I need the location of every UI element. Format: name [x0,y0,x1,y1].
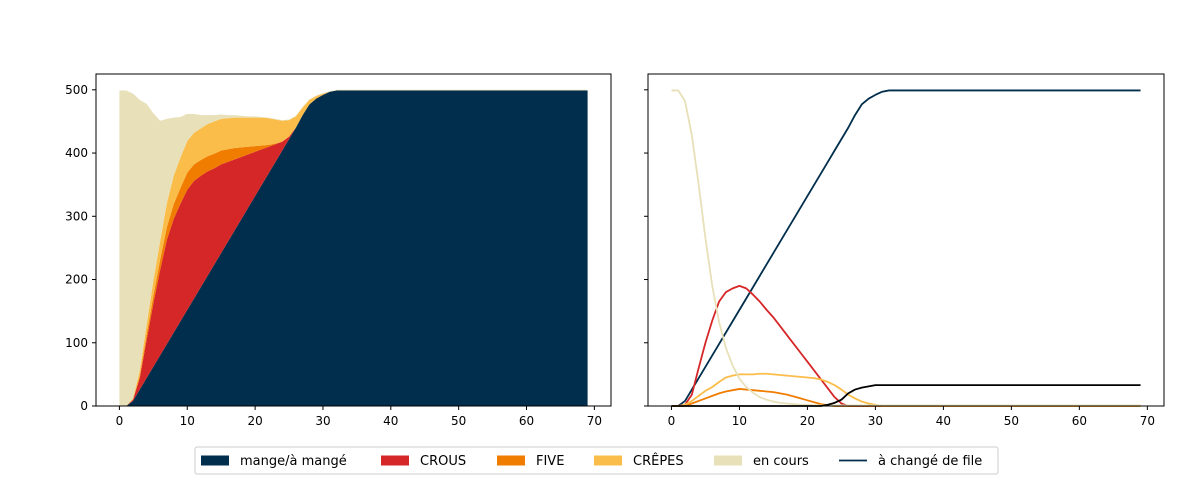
left-axes-frame [95,73,612,407]
legend-label: mange/à mangé [240,454,347,469]
left-y-tick-label: 0 [80,399,88,413]
legend-swatch [594,455,622,466]
legend-item-a-change-de-file: à changé de file [839,454,982,469]
left-x-tick-label: 60 [519,414,534,428]
left-area-crous [119,90,588,406]
legend-label: FIVE [536,454,564,469]
left-plot-area [119,89,588,406]
left-stacked-area-chart: 0 10 20 30 40 50 60 70 0 100 200 300 400 500 [65,73,612,428]
left-area-en-cours [119,89,588,406]
left-x-tick-label: 70 [587,414,602,428]
left-x-tick-label: 20 [247,414,262,428]
left-x-tick-label: 40 [383,414,398,428]
left-y-tick-label: 400 [65,146,88,160]
legend-label: CROUS [420,454,466,469]
left-y-tick-label: 300 [65,209,88,223]
right-x-tick-label: 50 [1004,414,1019,428]
legend-swatch [381,455,409,466]
right-line-en-cours [671,89,1141,407]
left-x-tick-label: 0 [116,414,124,428]
left-y-tick-label: 500 [65,83,88,97]
legend-label: en cours [753,454,809,469]
legend-label: à changé de file [878,454,982,469]
left-area-mange-a-mange [119,90,588,406]
right-line-chart: 0 10 20 30 40 50 60 70 [644,73,1165,428]
left-y-tick-label: 100 [65,336,88,350]
right-x-tick-label: 0 [668,414,676,428]
legend: mange/à mangé CROUS FIVE CRÊPES en cours à ch… [194,446,999,475]
legend-swatch [714,455,742,466]
left-x-tick-label: 50 [451,414,466,428]
right-x-tick-label: 40 [936,414,951,428]
legend-item-five: FIVE [497,454,564,469]
legend-item-crous: CROUS [381,454,466,469]
legend-swatch [201,455,229,466]
legend-item-crepes: CRÊPES [594,453,684,469]
left-x-tick-label: 10 [180,414,195,428]
right-x-tick-label: 60 [1072,414,1087,428]
right-axes-frame [647,73,1165,407]
legend-item-mange-a-mange: mange/à mangé [201,454,347,469]
legend-label: CRÊPES [633,453,684,469]
right-x-tick-label: 70 [1140,414,1155,428]
legend-swatch [497,455,525,466]
left-x-tick-label: 30 [315,414,330,428]
legend-item-en-cours: en cours [714,454,809,469]
right-x-tick-label: 10 [732,414,747,428]
right-x-tick-label: 30 [868,414,883,428]
right-line-mange-a-mange [671,89,1141,407]
left-y-tick-label: 200 [65,273,88,287]
right-x-tick-label: 20 [800,414,815,428]
